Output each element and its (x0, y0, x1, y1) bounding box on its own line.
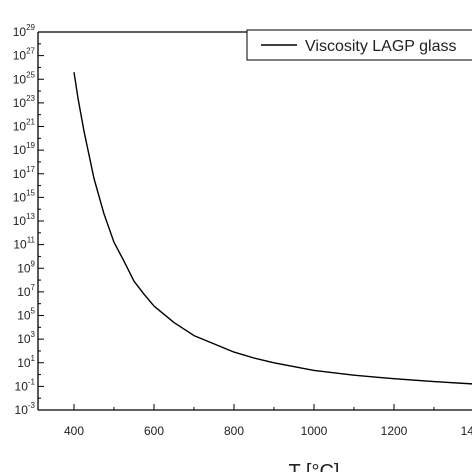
y-tick-label: 1017 (13, 165, 36, 181)
x-tick-label: 800 (224, 424, 244, 438)
y-tick-label: 1013 (13, 212, 36, 228)
x-axis: 400 600 800 1000 1200 1400 (64, 404, 472, 438)
y-axis: 10-3 10-1 101 103 105 107 109 1011 1013 1015 1017 1… (13, 23, 44, 417)
y-tick-label: 103 (17, 330, 35, 346)
y-tick-label: 10-3 (15, 401, 36, 417)
x-tick-label: 1000 (301, 424, 328, 438)
y-tick-label: 1015 (13, 188, 36, 204)
x-tick-label: 400 (64, 424, 84, 438)
y-tick-label: 1025 (13, 70, 36, 86)
y-tick-label: 10-1 (15, 377, 36, 393)
legend: Viscosity LAGP glass (246, 29, 472, 61)
x-tick-label: 1200 (381, 424, 408, 438)
y-tick-label: 1011 (13, 236, 35, 252)
series-layer (73, 72, 472, 385)
plot-frame (37, 31, 472, 411)
y-tick-label: 1019 (13, 141, 36, 157)
y-tick-label: 109 (17, 259, 35, 275)
y-tick-label: 1021 (13, 118, 36, 134)
x-tick-label: 1400 (461, 424, 472, 438)
x-axis-label: T [°C] (289, 461, 340, 472)
y-tick-label: 105 (17, 307, 35, 323)
x-tick-label: 600 (144, 424, 164, 438)
y-tick-label: 1029 (13, 23, 36, 39)
y-tick-label: 1023 (13, 94, 36, 110)
y-tick-label: 107 (17, 283, 35, 299)
legend-label: Viscosity LAGP glass (305, 38, 456, 55)
series-line (73, 72, 472, 385)
y-tick-label: 101 (17, 354, 35, 370)
y-tick-label: 1027 (13, 47, 36, 63)
